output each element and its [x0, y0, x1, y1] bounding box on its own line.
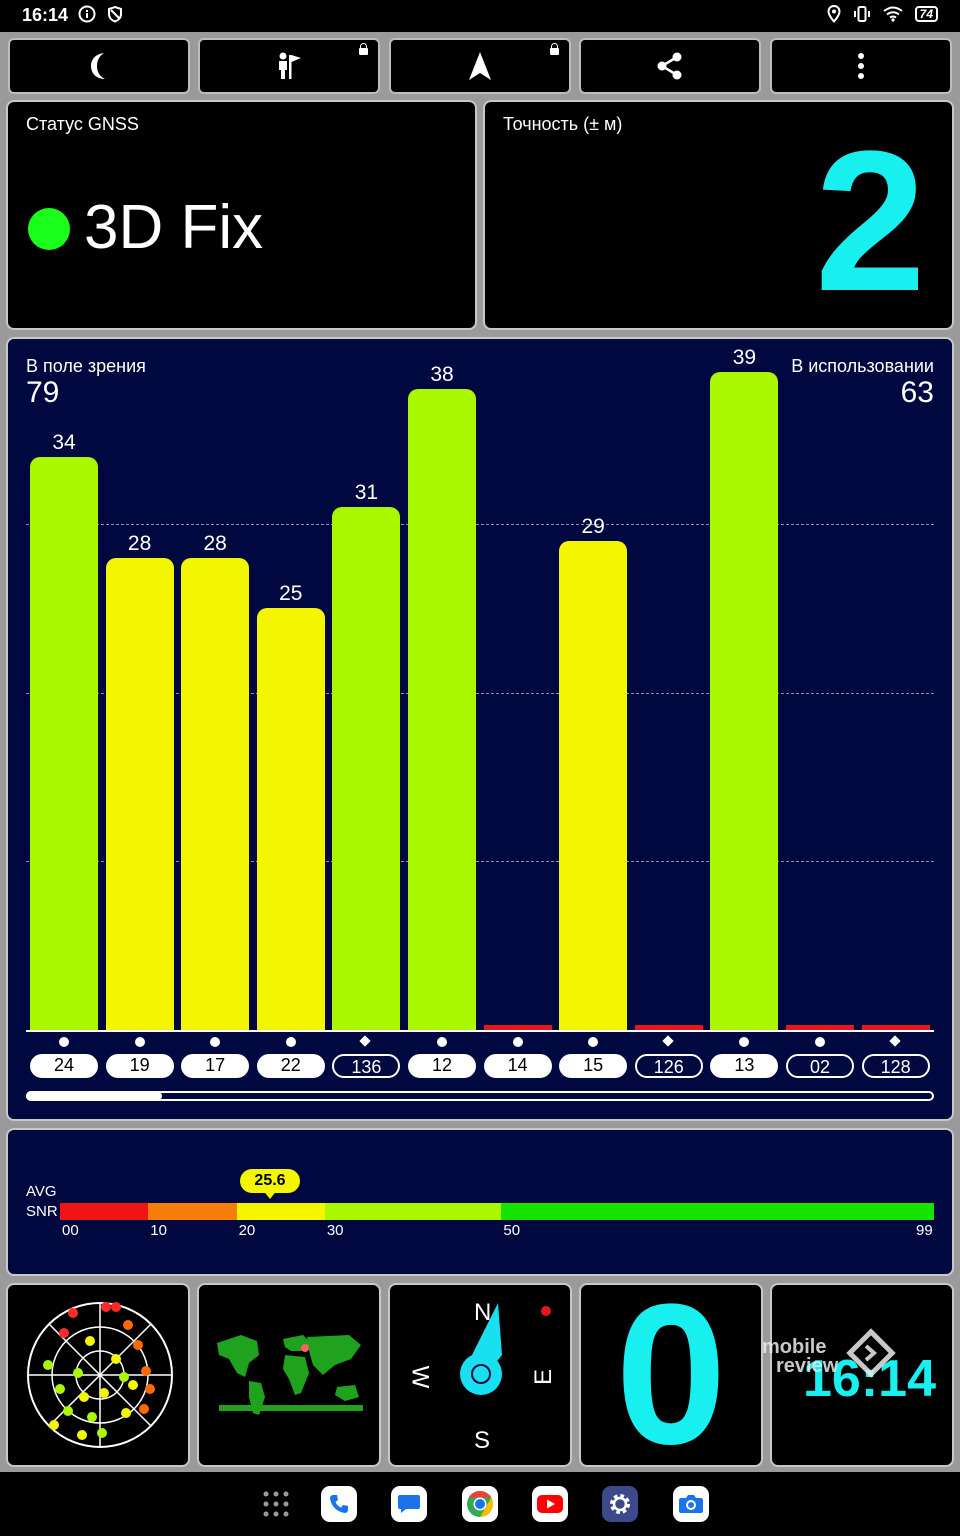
snr-scale-tick: 50	[503, 1222, 521, 1239]
world-map-widget[interactable]	[197, 1283, 381, 1467]
satellite-scrollbar-track[interactable]	[26, 1091, 934, 1101]
watermark: mobile review	[762, 1336, 839, 1377]
speed-value: 0	[615, 1263, 727, 1486]
settings-icon[interactable]	[602, 1486, 638, 1522]
snr-scale-tick: 20	[238, 1222, 256, 1239]
navigate-button[interactable]	[389, 38, 571, 94]
moon-icon	[91, 53, 105, 79]
satellite-scrollbar-thumb[interactable]	[26, 1091, 162, 1101]
gnss-status-label: Статус GNSS	[26, 114, 139, 134]
info-icon	[78, 5, 96, 23]
compass-south-label: S	[474, 1427, 491, 1454]
snr-scale-segment	[60, 1203, 149, 1220]
snr-label: SNR	[26, 1203, 58, 1220]
watermark-logo-icon	[846, 1328, 896, 1378]
clock-widget[interactable]: 16:14	[770, 1283, 954, 1467]
snr-scale-segment	[324, 1203, 502, 1220]
compass-needle-icon	[460, 1303, 551, 1395]
night-mode-button[interactable]	[8, 38, 190, 94]
snr-scale-tick: 00	[62, 1222, 79, 1239]
camera-icon[interactable]	[673, 1486, 709, 1522]
satellite-signal-card: В поле зрения 79 В использовании 63	[6, 337, 954, 1121]
fix-indicator-dot	[28, 208, 70, 250]
lock-icon	[550, 43, 559, 55]
map-marker-button[interactable]	[198, 38, 380, 94]
accuracy-card: Точность (± м) 2	[483, 100, 954, 330]
in-view-label: В поле зрения	[26, 356, 146, 376]
snr-scale-segment	[236, 1203, 325, 1220]
snr-scale-tick: 10	[150, 1222, 167, 1239]
in-view-count: 79	[26, 376, 60, 409]
avg-label: AVG	[26, 1183, 57, 1200]
fix-status-value: 3D Fix	[84, 193, 264, 262]
status-time: 16:14	[22, 5, 69, 25]
accuracy-value: 2	[814, 110, 926, 333]
battery-indicator: 74	[914, 6, 938, 22]
phone-icon[interactable]	[321, 1486, 357, 1522]
youtube-icon[interactable]	[532, 1486, 568, 1522]
sky-plot	[27, 1302, 173, 1448]
watermark-line-1: mobile	[762, 1336, 827, 1358]
snr-scale-segment	[501, 1203, 934, 1220]
more-vertical-icon	[858, 53, 864, 79]
compass-north-label: N	[474, 1299, 492, 1326]
in-use-label: В использовании	[791, 356, 934, 376]
share-icon	[657, 52, 682, 80]
person-flag-icon	[279, 52, 301, 79]
lock-icon	[359, 43, 368, 55]
sky-plot-widget[interactable]	[6, 1283, 190, 1467]
messages-icon[interactable]	[391, 1486, 427, 1522]
shield-icon	[108, 5, 122, 23]
snr-scale-segment	[148, 1203, 237, 1220]
snr-scale-tick: 99	[916, 1222, 933, 1239]
avg-snr-card	[6, 1128, 954, 1276]
compass-widget[interactable]: N S W E	[388, 1283, 572, 1467]
avg-snr-bubble: 25.6	[240, 1169, 300, 1199]
satellite-markers	[43, 1302, 155, 1440]
snr-scale-tick: 30	[326, 1222, 344, 1239]
share-button[interactable]	[579, 38, 761, 94]
world-map	[217, 1335, 363, 1415]
navigation-arrow-icon	[469, 52, 491, 80]
location-icon	[827, 5, 841, 23]
more-button[interactable]	[770, 38, 952, 94]
accuracy-label: Точность (± м)	[503, 114, 623, 134]
gnss-status-card: Статус GNSS 3D Fix	[6, 100, 477, 330]
clock-time: 16:14	[803, 1350, 936, 1408]
speed-widget[interactable]: 0	[579, 1275, 763, 1475]
vibrate-icon	[853, 6, 870, 22]
wifi-icon	[883, 6, 903, 22]
apps-grid-icon[interactable]	[262, 1490, 290, 1518]
watermark-line-2: review	[776, 1355, 839, 1377]
chrome-icon[interactable]	[462, 1486, 498, 1522]
in-use-count: 63	[900, 376, 934, 409]
avg-snr-value: 25.6	[254, 1172, 286, 1189]
status-bar: 16:14 74	[0, 0, 960, 32]
